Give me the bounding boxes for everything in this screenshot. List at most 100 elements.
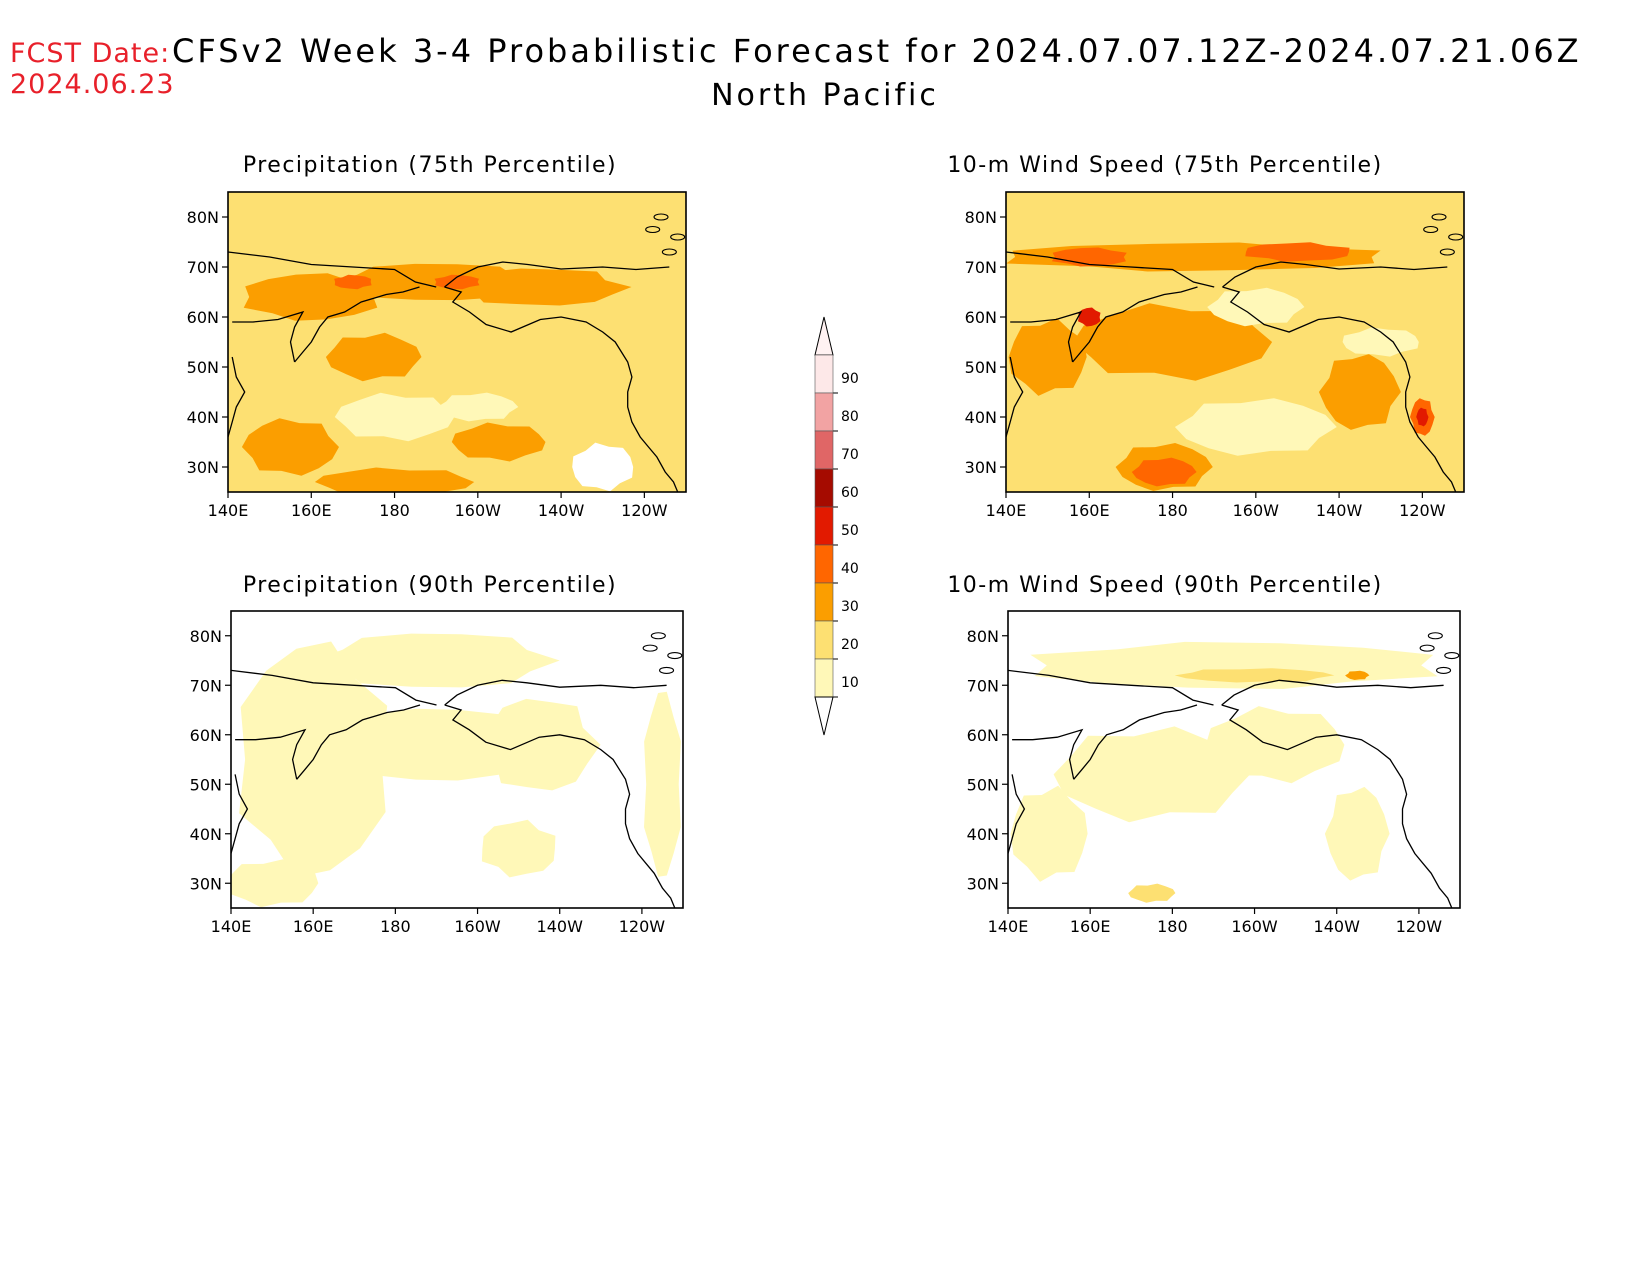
lat-tick-label: 40N (190, 825, 222, 844)
arctic-island-0 (1431, 213, 1447, 221)
colorbar-label: 80 (841, 409, 859, 425)
arctic-island-2 (645, 225, 661, 234)
colorbar-label: 20 (841, 637, 859, 653)
lat-tick-label: 30N (187, 458, 219, 477)
page-title: CFSv2 Week 3-4 Probabilistic Forecast fo… (172, 32, 1582, 70)
probability-contour (1010, 785, 1088, 882)
fcst-label: FCST Date: (10, 38, 171, 69)
probability-contour (477, 698, 601, 791)
forecast-date-label: FCST Date: 2024.06.23 (10, 38, 175, 100)
lat-tick-label: 40N (967, 825, 999, 844)
colorbar-top-arrow (814, 316, 834, 356)
arctic-island-1 (670, 233, 686, 241)
probability-contour (481, 819, 556, 878)
lat-tick-label: 50N (967, 775, 999, 794)
probability-contour (313, 633, 560, 688)
shaded-field (1008, 611, 1460, 908)
arctic-island-2 (1423, 225, 1439, 234)
lon-tick-label: 140W (537, 917, 584, 936)
lat-tick-label: 60N (190, 726, 222, 745)
probability-contour (437, 392, 519, 422)
coastline-1 (1221, 704, 1453, 908)
probability-contour (1053, 726, 1251, 823)
lat-tick-label: 50N (190, 775, 222, 794)
lat-tick-label: 50N (965, 358, 997, 377)
lon-tick-label: 120W (621, 501, 668, 520)
lon-tick-label: 180 (1157, 501, 1188, 520)
coastline-1 (444, 704, 676, 908)
panel-title-wind90: 10-m Wind Speed (90th Percentile) (947, 573, 1383, 598)
map-frame (1005, 191, 1465, 493)
coastline-5 (1008, 774, 1026, 854)
lon-tick-label: 160E (1069, 501, 1110, 520)
probability-contour (1128, 883, 1176, 903)
arctic-island-1 (1444, 651, 1460, 660)
colorbar-swatch (814, 506, 834, 546)
coastline-0 (231, 669, 437, 706)
arctic-island-2 (1419, 644, 1435, 652)
lat-tick-label: 80N (965, 208, 997, 227)
lat-tick-label: 70N (187, 258, 219, 277)
lon-tick-label: 160E (293, 917, 334, 936)
probability-contour (1318, 354, 1401, 430)
probability-contour (449, 268, 632, 306)
probability-contour (1345, 670, 1370, 680)
colorbar-swatch (814, 468, 834, 508)
map-panel-precip75: 140E 160E 180 160W 140W 120W 80N 70N 60N 50N 40N 30… (187, 191, 687, 520)
lon-tick-label: 120W (619, 917, 666, 936)
coastline-0 (1006, 251, 1215, 288)
colorbar-label: 70 (841, 447, 859, 463)
lon-tick-label: 140W (1316, 501, 1363, 520)
arctic-island-3 (1439, 248, 1455, 256)
lat-tick-label: 80N (187, 208, 219, 227)
shaded-field (228, 192, 686, 492)
probability-contour (1073, 303, 1273, 381)
probability-contour (572, 442, 634, 492)
lat-tick-label: 80N (967, 627, 999, 646)
panel-title-precip90: Precipitation (90th Percentile) (242, 573, 618, 598)
map-panel-precip90: 140E 160E 180 160W 140W 120W 80N 70N 60N 50N 40N 30… (190, 610, 684, 936)
lon-tick-label: 140W (538, 501, 585, 520)
colorbar-label: 40 (841, 561, 859, 577)
shaded-field (231, 611, 683, 908)
panel-title-wind75: 10-m Wind Speed (75th Percentile) (947, 153, 1383, 178)
lon-tick-label: 120W (1396, 917, 1443, 936)
coastline-2 (444, 679, 667, 706)
probability-contour (1245, 242, 1350, 262)
lon-tick-label: 140E (211, 917, 252, 936)
coastline-5 (231, 774, 249, 854)
probability-contour (1131, 457, 1197, 487)
arctic-island-3 (659, 666, 675, 674)
coastline-2 (1222, 261, 1448, 288)
colorbar-swatch (814, 620, 834, 660)
probability-contour (1174, 668, 1335, 683)
lat-tick-label: 60N (965, 308, 997, 327)
lon-tick-label: 160W (1231, 917, 1278, 936)
coastline-3 (294, 286, 420, 363)
coastline-3 (1073, 704, 1198, 780)
coastline-4 (235, 728, 307, 780)
lat-tick-label: 30N (967, 874, 999, 893)
coastline-0 (1008, 669, 1214, 706)
arctic-island-0 (1427, 632, 1443, 640)
map-frame (230, 610, 684, 909)
region-subtitle: North Pacific (711, 78, 939, 113)
lon-tick-label: 180 (379, 501, 410, 520)
coastline-4 (232, 310, 305, 363)
lon-tick-label: 160W (455, 501, 502, 520)
colorbar-label: 60 (841, 485, 859, 501)
coastline-1 (444, 286, 679, 492)
coastline-5 (228, 356, 246, 438)
lon-tick-label: 140W (1314, 917, 1361, 936)
map-frame (227, 191, 687, 493)
probability-contour (1030, 641, 1438, 689)
lon-tick-label: 160E (1070, 917, 1111, 936)
lon-tick-label: 160W (454, 917, 501, 936)
probability-contour (1416, 407, 1429, 427)
lat-tick-label: 70N (967, 676, 999, 695)
colorbar-label: 50 (841, 523, 859, 539)
coastline-2 (444, 261, 670, 288)
lon-tick-label: 180 (380, 917, 411, 936)
lat-tick-label: 40N (965, 408, 997, 427)
lat-tick-label: 60N (967, 726, 999, 745)
